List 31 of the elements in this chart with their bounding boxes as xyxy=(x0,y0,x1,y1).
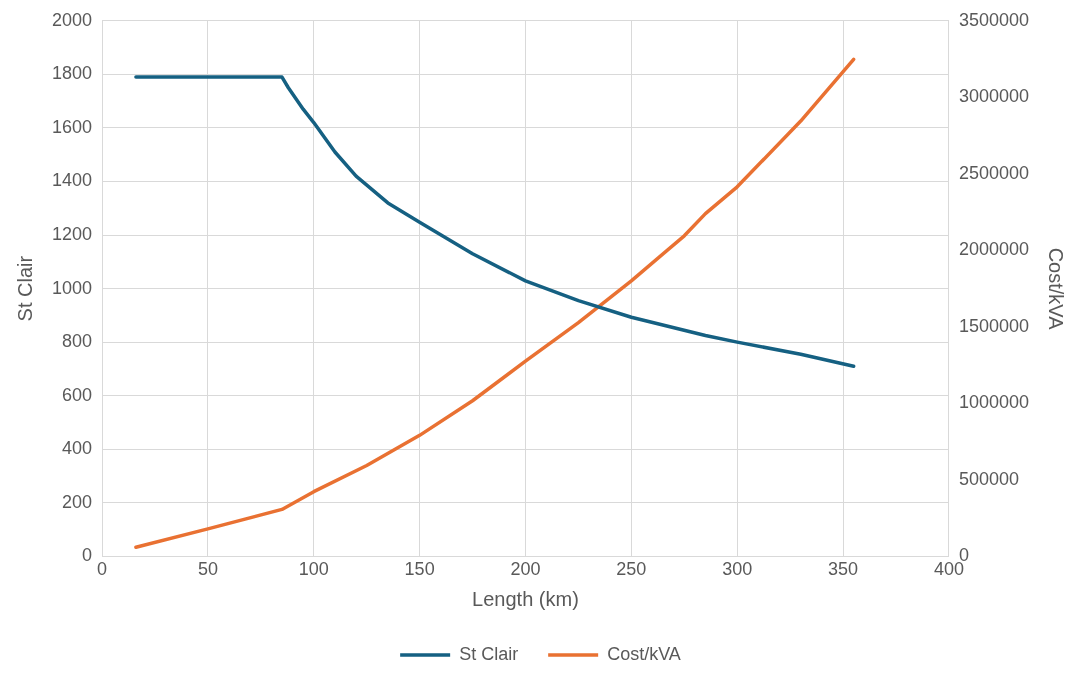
y2-tick-label: 3500000 xyxy=(958,9,1029,30)
y-tick-label: 1000 xyxy=(52,277,93,298)
x-tick-label: 100 xyxy=(298,559,329,580)
y-tick-label: 1400 xyxy=(52,170,93,191)
x-tick-label: 50 xyxy=(197,559,218,580)
y-tick-label: 1600 xyxy=(52,116,93,137)
y2-tick-label: 3000000 xyxy=(958,86,1029,107)
x-tick-label: 250 xyxy=(616,559,647,580)
y-tick-label: 400 xyxy=(62,438,93,459)
y-tick-label: 0 xyxy=(82,545,93,566)
y2-tick-label: 1000000 xyxy=(958,392,1029,413)
y-tick-label: 1800 xyxy=(52,63,93,84)
y-tick-label: 600 xyxy=(62,384,93,405)
x-tick-label: 150 xyxy=(404,559,435,580)
y2-tick-label: 2000000 xyxy=(958,239,1029,260)
y2-tick-label: 500000 xyxy=(958,468,1019,489)
x-tick-label: 200 xyxy=(510,559,541,580)
x-tick-label: 350 xyxy=(828,559,859,580)
x-tick-label: 300 xyxy=(722,559,753,580)
y2-tick-label: 1500000 xyxy=(958,315,1029,336)
y-tick-label: 2000 xyxy=(52,9,93,30)
y2-axis-title: Cost/kVA xyxy=(1045,247,1068,331)
y-tick-label: 200 xyxy=(62,491,93,512)
y-tick-label: 1200 xyxy=(52,224,93,245)
y-axis-title: St Clair xyxy=(13,255,36,322)
y2-tick-label: 2500000 xyxy=(958,162,1029,183)
x-tick-label: 0 xyxy=(97,559,108,580)
x-axis-title: Length (km) xyxy=(472,587,579,610)
legend-label: St Clair xyxy=(459,643,519,664)
y-tick-label: 800 xyxy=(62,331,93,352)
legend-label: Cost/kVA xyxy=(607,643,681,664)
